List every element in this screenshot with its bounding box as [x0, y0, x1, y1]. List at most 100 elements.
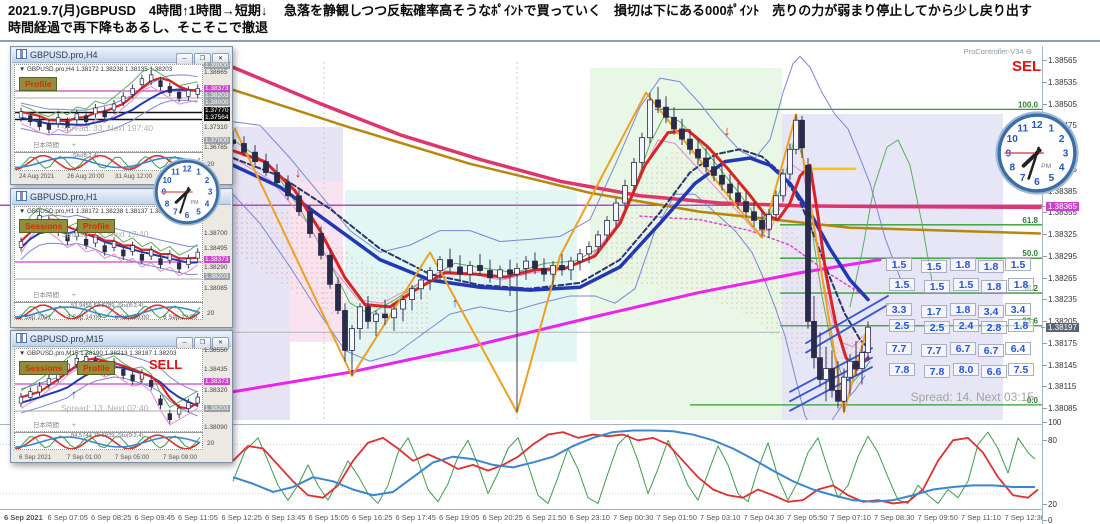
- fib-level-label: 61.8: [1022, 216, 1038, 225]
- candle-body: [671, 116, 677, 130]
- probability-grid-cell: 1.5: [953, 278, 979, 291]
- time-axis-label: 7 Sep 03:10: [700, 513, 741, 522]
- close-button[interactable]: ✕: [212, 337, 229, 350]
- probability-grid-cell: 1.8: [978, 260, 1004, 273]
- candle-body: [532, 260, 538, 269]
- minimize-button[interactable]: ─: [176, 53, 193, 66]
- probability-grid-cell: 6.4: [1005, 342, 1031, 355]
- svg-text:2: 2: [205, 176, 210, 185]
- candle-body: [487, 270, 493, 279]
- price-scale-label: 20: [1043, 500, 1057, 509]
- candle-body: [349, 328, 355, 351]
- candle-body: [382, 313, 388, 319]
- analysis-note-line2: 時間経過で再下降もあるし、そこそこで撤退: [8, 20, 269, 35]
- candle-body: [823, 368, 829, 380]
- candle-body: [604, 220, 610, 236]
- mini-chart-plot[interactable]: [14, 348, 203, 432]
- indicator-caption: 53.9455 58.8789 -Stu(8:2,4): [71, 303, 144, 309]
- svg-text:1: 1: [196, 168, 201, 177]
- buy-arrow-icon: ↑: [629, 247, 636, 262]
- candle-body: [766, 214, 772, 230]
- probability-grid-cell: 8.0: [953, 363, 979, 376]
- probability-grid-cell: 7.5: [1008, 363, 1034, 376]
- candle-body: [859, 352, 865, 369]
- indicator-caption: -Stu(8:2,4): [71, 153, 99, 159]
- price-scale-label: 1.38175: [1043, 338, 1077, 348]
- time-axis-label: 6 Sep 07:05: [47, 513, 88, 522]
- time-axis-label: 6 Sep 08:25: [91, 513, 132, 522]
- candle-body: [427, 270, 433, 281]
- candle-body: [285, 182, 291, 197]
- candle-body: [773, 195, 779, 216]
- time-axis-label: 7 Sep 05:50: [787, 513, 828, 522]
- meridiem-label: PM: [1041, 163, 1051, 170]
- svg-text:10: 10: [1007, 134, 1019, 145]
- mini-chart-plot[interactable]: [14, 64, 203, 152]
- probability-grid-cell: 1.7: [921, 305, 947, 318]
- candle-body: [541, 267, 547, 275]
- procontroller-menu-icon[interactable]: ⊖: [1025, 47, 1032, 56]
- stoch-fast-line: [232, 431, 1036, 504]
- mini-price-label: 1.37310: [204, 124, 228, 131]
- mini-time-axis-label: 31 Aug 12:00: [115, 173, 153, 180]
- candle-body: [595, 234, 601, 247]
- candle-body: [727, 183, 733, 194]
- svg-text:11: 11: [1017, 124, 1028, 135]
- candle-body: [687, 138, 693, 150]
- time-axis-label: 7 Sep 12:30: [1004, 513, 1045, 522]
- svg-text:12: 12: [1031, 120, 1043, 131]
- green-bell-line: [849, 139, 933, 308]
- time-axis-label: 6 Sep 16:25: [352, 513, 393, 522]
- time-axis-label: 7 Sep 07:10: [830, 513, 871, 522]
- price-scale-label: 1.38265: [1043, 273, 1077, 283]
- svg-text:12: 12: [182, 165, 192, 174]
- price-scale-label: 1.38235: [1043, 295, 1077, 305]
- candle-body: [631, 161, 637, 186]
- profile-button[interactable]: Profile: [77, 219, 116, 233]
- mini-price-label: 1.39000: [204, 62, 230, 69]
- ohlc-readout: ▼ GBPUSD.pro,M15 1.38190 1.38213 1.38187…: [19, 350, 177, 357]
- svg-text:8: 8: [165, 199, 170, 208]
- candle-body: [507, 269, 513, 275]
- probability-grid-cell: 6.6: [981, 365, 1007, 378]
- svg-text:5: 5: [1048, 173, 1054, 184]
- candle-body: [799, 119, 805, 149]
- profile-button[interactable]: Profile: [77, 361, 116, 375]
- sell-arrow-icon: ↓: [295, 165, 302, 180]
- indicator-caption: 84.5744 79.5939 -Stu(9:2,4): [71, 433, 144, 439]
- mini-time-axis-label: 7 Sep 01:00: [67, 454, 101, 461]
- price-scale-label: 0: [1042, 516, 1053, 524]
- procontroller-title: ProController-V34: [963, 47, 1024, 56]
- mini-time-axis-label: 26 Aug 20:00: [67, 173, 105, 180]
- svg-text:11: 11: [171, 168, 180, 177]
- main-chart-plot[interactable]: 100.061.850.038.223.60.0↓↓↑↑ ProControll…: [0, 46, 1042, 420]
- candle-body: [793, 119, 799, 150]
- mini-price-label: 1.38203: [204, 405, 230, 412]
- goldenrod-ma-line: [231, 88, 1042, 235]
- probability-grid-cell: 2.5: [924, 321, 950, 334]
- price-scale-label: 1.38205: [1043, 317, 1077, 326]
- japan-time-label: 日本時間 +: [33, 422, 76, 429]
- svg-text:6: 6: [1034, 177, 1040, 188]
- probability-grid-cell: 6.7: [978, 344, 1004, 357]
- procontroller-label: ProController-V34 ⊖: [964, 47, 1032, 56]
- analog-clock-right: 1 2 3 4 5 6 7 8 9 10 11 12 PM: [995, 111, 1079, 195]
- fib-level-label: 50.0: [1022, 249, 1038, 258]
- mini-scale-label: 20: [207, 440, 215, 447]
- svg-text:2: 2: [1059, 134, 1065, 145]
- sessions-button[interactable]: Sessions: [19, 361, 69, 375]
- bb-upper-line: [232, 55, 913, 290]
- window-titlebar[interactable]: GBPUSD.pro,M15 ─ ❐ ✕: [12, 332, 231, 350]
- signal-line: [232, 429, 1035, 503]
- candle-body: [400, 299, 406, 310]
- sessions-button[interactable]: Sessions: [19, 219, 69, 233]
- time-axis-label: 6 Sep 23:10: [569, 513, 610, 522]
- mini-price-label: 1.38000: [204, 99, 230, 106]
- spread-countdown-label: Spread: 14. Next 03:15: [910, 390, 1034, 404]
- candle-body: [639, 137, 645, 163]
- window-titlebar[interactable]: GBPUSD.pro,H4 ─ ❐ ✕: [12, 48, 231, 66]
- price-scale-label: 1.38115: [1042, 382, 1077, 392]
- mini-price-label: 1.37000: [204, 137, 230, 144]
- probability-grid-cell: 1.8: [950, 303, 976, 316]
- profile-button[interactable]: Profile: [19, 77, 58, 91]
